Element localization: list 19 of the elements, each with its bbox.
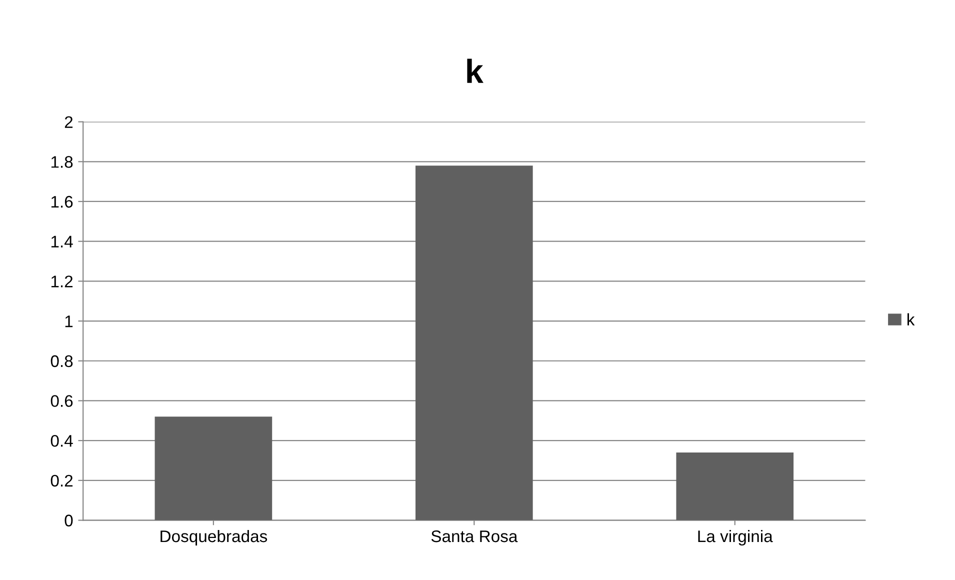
- y-tick-label: 0.6: [50, 395, 73, 407]
- x-tick-label: Dosquebradas: [160, 530, 268, 546]
- x-tick-label: La virginia: [698, 530, 773, 546]
- y-tick-label: 0.8: [50, 355, 73, 368]
- y-tick-label: 0: [64, 514, 73, 526]
- bar: [154, 416, 272, 520]
- chart-title: k: [467, 58, 484, 83]
- bar: [676, 452, 794, 520]
- y-tick-label: 0.4: [50, 434, 73, 447]
- y-tick-label: 2: [64, 116, 73, 128]
- y-tick-label: 1.2: [51, 276, 73, 288]
- x-tick-label: Santa Rosa: [431, 530, 518, 542]
- legend-label: k: [908, 313, 915, 326]
- y-tick-label: 1: [65, 316, 73, 328]
- y-tick-label: 1.4: [51, 236, 73, 248]
- y-tick-label: 0.2: [50, 474, 73, 487]
- y-tick-label: 1.8: [51, 156, 73, 168]
- y-tick-label: 1.6: [51, 196, 73, 208]
- bar: [415, 166, 533, 520]
